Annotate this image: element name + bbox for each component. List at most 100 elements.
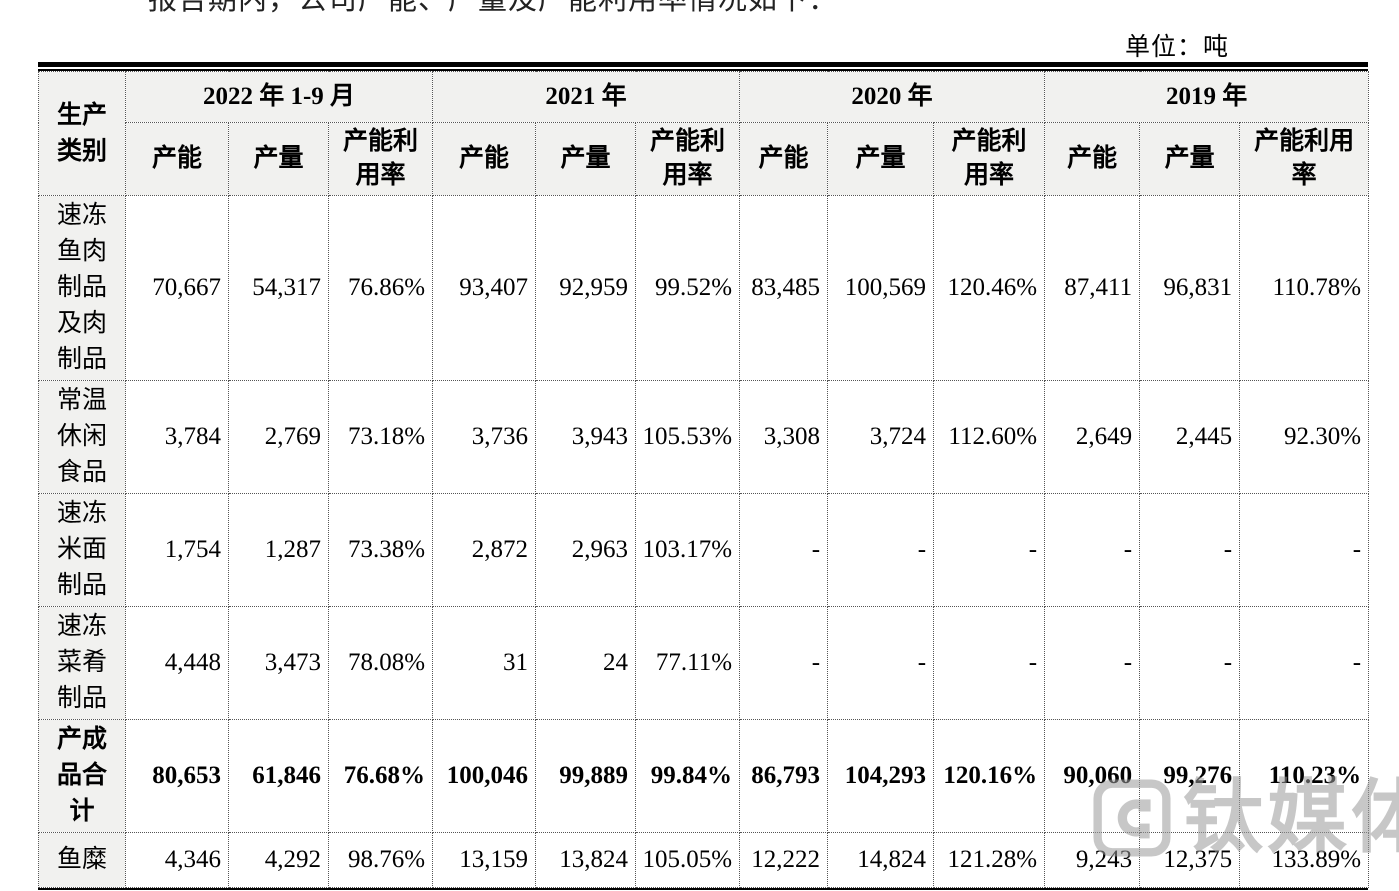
col-header: 产能 [1044, 122, 1141, 196]
cell: 92.30% [1239, 380, 1370, 494]
col-header: 产量 [827, 122, 935, 196]
cell: 12,222 [739, 832, 829, 888]
cell: 4,346 [125, 832, 229, 888]
cell: 104,293 [827, 719, 935, 833]
col-header: 产能 [432, 122, 537, 196]
cell: 133.89% [1239, 832, 1370, 888]
row-category: 速冻米面制品 [38, 493, 126, 607]
year-group-2021: 2021 年 [432, 71, 741, 123]
capacity-table-block: 生产类别 2022 年 1-9 月 2021 年 2020 年 2019 年 产… [38, 62, 1370, 891]
cell: - [933, 606, 1046, 720]
cell: 2,963 [535, 493, 637, 607]
cell: 31 [432, 606, 537, 720]
year-group-2022: 2022 年 1-9 月 [124, 71, 434, 123]
cell: 80,653 [125, 719, 229, 833]
cell: 3,724 [827, 380, 935, 494]
cell: 9,243 [1044, 832, 1141, 888]
table-row: 鱼糜 4,346 4,292 98.76% 13,159 13,824 105.… [38, 832, 1370, 888]
corner-header: 生产类别 [38, 71, 126, 196]
cell: 87,411 [1044, 195, 1141, 381]
cell: 99.84% [635, 719, 741, 833]
cell: 96,831 [1139, 195, 1241, 381]
cell: 73.18% [327, 380, 434, 494]
cell: - [827, 493, 935, 607]
cell: 120.16% [933, 719, 1046, 833]
cell: 3,943 [535, 380, 637, 494]
cell: 13,824 [535, 832, 637, 888]
row-category: 产成品合计 [38, 719, 126, 833]
cell: 76.68% [327, 719, 434, 833]
cell: 90,060 [1044, 719, 1141, 833]
cell: 76.86% [327, 195, 434, 381]
cell: 86,793 [739, 719, 829, 833]
table-row: 速冻米面制品 1,754 1,287 73.38% 2,872 2,963 10… [38, 493, 1370, 607]
cell: - [739, 493, 829, 607]
cell: 73.38% [327, 493, 434, 607]
cell: 105.05% [635, 832, 741, 888]
cell: 105.53% [635, 380, 741, 494]
cell: 99,276 [1139, 719, 1241, 833]
col-header: 产能利用率 [933, 122, 1046, 196]
cell: - [933, 493, 1046, 607]
cell: 14,824 [827, 832, 935, 888]
cell: 12,375 [1139, 832, 1241, 888]
cell: 61,846 [228, 719, 329, 833]
cell: - [1139, 493, 1241, 607]
cell: 110.23% [1239, 719, 1370, 833]
col-header: 产能 [739, 122, 829, 196]
cell: 77.11% [635, 606, 741, 720]
cell: 54,317 [228, 195, 329, 381]
year-group-2020: 2020 年 [739, 71, 1046, 123]
table-row: 速冻鱼肉制品及肉制品 70,667 54,317 76.86% 93,407 9… [38, 195, 1370, 381]
cell: - [1239, 606, 1370, 720]
col-header: 产量 [1139, 122, 1241, 196]
capacity-utilization-table: 生产类别 2022 年 1-9 月 2021 年 2020 年 2019 年 产… [38, 71, 1370, 888]
col-header: 产量 [228, 122, 329, 196]
cell: 78.08% [327, 606, 434, 720]
cell: - [739, 606, 829, 720]
row-category: 速冻鱼肉制品及肉制品 [38, 195, 126, 381]
row-category: 鱼糜 [38, 832, 126, 888]
row-category: 速冻菜肴制品 [38, 606, 126, 720]
table-top-double-rule [38, 62, 1368, 71]
cell: 24 [535, 606, 637, 720]
cell: 13,159 [432, 832, 537, 888]
cell: - [1044, 606, 1141, 720]
cell: 100,569 [827, 195, 935, 381]
unit-label: 单位：吨 [1125, 34, 1230, 61]
cell: - [1239, 493, 1370, 607]
col-header: 产能利用率 [327, 122, 434, 196]
cell: 100,046 [432, 719, 537, 833]
cell: 99.52% [635, 195, 741, 381]
truncated-heading: 报告期内，公司产能、产量及产能利用率情况如下： [148, 0, 1128, 13]
cell: 2,872 [432, 493, 537, 607]
row-category: 常温休闲食品 [38, 380, 126, 494]
cell: 2,769 [228, 380, 329, 494]
cell: 83,485 [739, 195, 829, 381]
cell: 1,287 [228, 493, 329, 607]
cell: 70,667 [125, 195, 229, 381]
cell: - [1044, 493, 1141, 607]
metric-header-row: 产能 产量 产能利用率 产能 产量 产能利用率 产能 产量 产能利用率 产能 产… [39, 122, 1370, 196]
truncated-heading-text: 报告期内，公司产能、产量及产能利用率情况如下： [148, 0, 1128, 13]
table-row: 速冻菜肴制品 4,448 3,473 78.08% 31 24 77.11% -… [38, 606, 1370, 720]
cell: 92,959 [535, 195, 637, 381]
cell: 4,448 [125, 606, 229, 720]
col-header: 产能 [125, 122, 229, 196]
cell: 112.60% [933, 380, 1046, 494]
cell: 3,308 [739, 380, 829, 494]
table-row-total: 产成品合计 80,653 61,846 76.68% 100,046 99,88… [38, 719, 1370, 833]
col-header: 产能利用率 [635, 122, 741, 196]
cell: 3,473 [228, 606, 329, 720]
cell: 4,292 [228, 832, 329, 888]
cell: 3,736 [432, 380, 537, 494]
cell: 99,889 [535, 719, 637, 833]
cell: 103.17% [635, 493, 741, 607]
col-header: 产量 [535, 122, 637, 196]
cell: - [1139, 606, 1241, 720]
cell: 3,784 [125, 380, 229, 494]
cell: 98.76% [327, 832, 434, 888]
cell: - [827, 606, 935, 720]
year-header-row: 生产类别 2022 年 1-9 月 2021 年 2020 年 2019 年 [38, 71, 1370, 196]
